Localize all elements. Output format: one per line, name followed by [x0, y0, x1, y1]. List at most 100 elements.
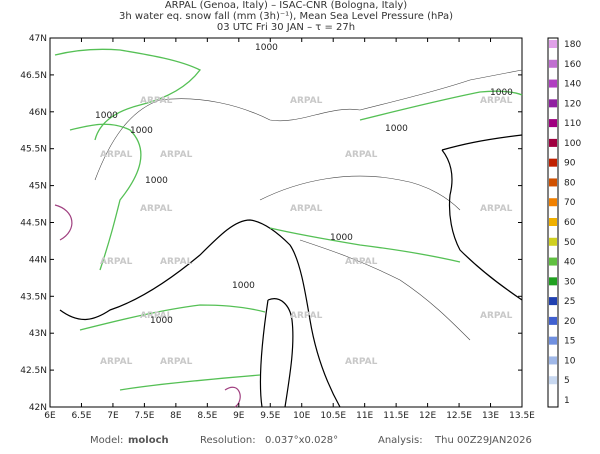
watermark: ARPAL [480, 96, 513, 106]
colorbar-swatch [549, 277, 557, 286]
isobar [119, 374, 261, 391]
map-area [49, 37, 523, 408]
coastline [441, 149, 523, 301]
watermark: ARPAL [140, 204, 173, 214]
colorbar-label: 90 [564, 159, 576, 169]
watermark: ARPAL [345, 357, 378, 367]
lat-label: 46N [29, 108, 47, 118]
isobar [79, 304, 266, 331]
lat-label: 45N [29, 182, 47, 192]
colorbar-swatch [549, 237, 557, 246]
lon-label: 9.5E [260, 411, 280, 421]
lon-label: 11.5E [383, 411, 409, 421]
colorbar-label: 100 [564, 139, 581, 149]
coastline [441, 134, 523, 151]
watermark: ARPAL [480, 204, 513, 214]
lat-label: 46.5N [20, 71, 47, 81]
watermark: ARPAL [345, 257, 378, 267]
colorbar-swatch [549, 40, 557, 48]
isobar-label: 1000 [232, 281, 255, 291]
colorbar-label: 140 [564, 80, 581, 90]
precip-contour [54, 204, 73, 241]
colorbar-label: 50 [564, 238, 576, 248]
region-border [259, 175, 461, 211]
watermark: ARPAL [100, 257, 133, 267]
colorbar-label: 160 [564, 60, 581, 70]
isobar-label: 1000 [385, 124, 408, 134]
lon-label: 6.5E [71, 411, 91, 421]
isobar-label: 1000 [490, 88, 513, 98]
colorbar-swatch [549, 218, 557, 226]
coastline [259, 298, 294, 408]
colorbar-swatch [549, 59, 557, 68]
colorbar-swatch [549, 336, 557, 345]
precip-contour [224, 386, 241, 408]
colorbar-swatch [549, 79, 557, 88]
lon-label: 10E [293, 411, 310, 421]
watermark: ARPAL [160, 357, 193, 367]
lat-label: 43N [29, 329, 47, 339]
watermark: ARPAL [100, 150, 133, 160]
colorbar-swatch [549, 297, 557, 306]
colorbar-label: 40 [564, 258, 576, 268]
header-line: 03 UTC Fri 30 JAN – τ = 27h [217, 22, 355, 33]
colorbar-label: 10 [564, 356, 576, 366]
lon-label: 7.5E [134, 411, 154, 421]
colorbar-swatch [549, 158, 557, 167]
watermark: ARPAL [160, 257, 193, 267]
lon-label: 6E [44, 411, 56, 421]
lat-label: 47N [29, 34, 47, 44]
isobar-label: 1000 [255, 43, 278, 53]
colorbar-label: 70 [564, 198, 576, 208]
watermark: ARPAL [290, 311, 323, 321]
watermark: ARPAL [140, 96, 173, 106]
colorbar-swatch [549, 257, 557, 266]
lat-label: 44N [29, 255, 47, 265]
colorbar-swatch [549, 99, 557, 108]
footer-label: Model: [90, 435, 123, 446]
colorbar-label: 60 [564, 218, 576, 228]
watermark: ARPAL [345, 150, 378, 160]
lon-label: 11E [356, 411, 373, 421]
header-line: ARPAL (Genoa, Italy) – ISAC-CNR (Bologna… [165, 0, 407, 11]
isobar-label: 1000 [145, 176, 168, 186]
lon-label: 10.5E [320, 411, 346, 421]
lon-label: 9E [233, 411, 245, 421]
watermark: ARPAL [160, 150, 193, 160]
colorbar-label: 20 [564, 317, 576, 327]
watermark: ARPAL [140, 311, 173, 321]
lon-label: 7E [107, 411, 119, 421]
watermark: ARPAL [290, 204, 323, 214]
lon-label: 13.5E [509, 411, 535, 421]
colorbar-label: 80 [564, 178, 576, 188]
footer-value: 0.037°x0.028° [265, 435, 338, 446]
colorbar-swatch [549, 356, 557, 365]
colorbar-swatch [549, 316, 557, 325]
lat-label: 44.5N [20, 219, 47, 229]
lat-label: 42N [29, 403, 47, 413]
footer-label: Analysis: [378, 435, 423, 446]
watermark: ARPAL [100, 357, 133, 367]
lat-label: 45.5N [20, 145, 47, 155]
colorbar-label: 120 [564, 99, 581, 109]
isobar-label: 1000 [150, 316, 173, 326]
colorbar-swatch [549, 376, 557, 385]
isobar [69, 123, 142, 271]
footer-value: moloch [128, 435, 169, 446]
alps-border [94, 69, 523, 181]
colorbar-label: 25 [564, 297, 575, 307]
isobar-label: 1000 [95, 111, 118, 121]
watermark: ARPAL [290, 96, 323, 106]
lon-label: 12E [419, 411, 436, 421]
lon-label: 8E [170, 411, 182, 421]
colorbar-swatch [549, 119, 557, 128]
lon-label: 8.5E [197, 411, 217, 421]
colorbar-swatch [549, 178, 557, 187]
isobar [269, 227, 461, 263]
footer-value: Thu 00Z29JAN2026 [434, 435, 532, 446]
colorbar-label: 1 [564, 396, 570, 406]
isobar [359, 90, 523, 121]
isobar-label: 1000 [330, 233, 353, 243]
colorbar-label: 15 [564, 337, 575, 347]
